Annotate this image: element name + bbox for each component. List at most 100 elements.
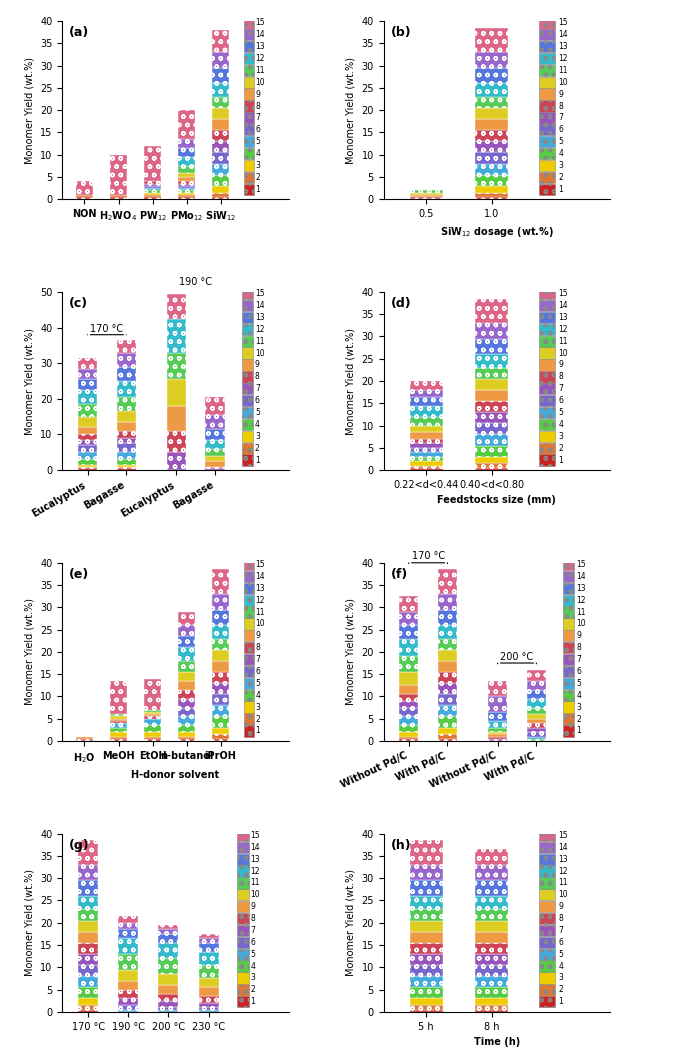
FancyBboxPatch shape [237, 901, 249, 913]
Bar [212, 97, 229, 108]
Text: 5: 5 [251, 950, 256, 959]
Bar [78, 998, 98, 1006]
Text: (h): (h) [390, 839, 411, 852]
Bar [167, 318, 186, 352]
Bar [78, 460, 97, 465]
Bar [78, 465, 97, 467]
Bar [475, 97, 508, 108]
FancyBboxPatch shape [245, 17, 254, 28]
Text: 200 °C: 200 °C [500, 651, 534, 662]
FancyBboxPatch shape [245, 148, 254, 159]
FancyBboxPatch shape [245, 160, 254, 171]
FancyBboxPatch shape [237, 949, 249, 960]
X-axis label: Feedstocks size (mm): Feedstocks size (mm) [437, 495, 556, 506]
Bar [212, 193, 229, 197]
Bar [212, 609, 229, 625]
Text: 14: 14 [559, 843, 568, 852]
FancyBboxPatch shape [563, 630, 574, 642]
FancyBboxPatch shape [539, 113, 555, 123]
FancyBboxPatch shape [539, 842, 555, 853]
Bar [159, 942, 179, 958]
Bar [410, 920, 443, 932]
Text: 15: 15 [559, 289, 568, 298]
Bar [167, 352, 186, 379]
Text: (g): (g) [69, 839, 90, 852]
Text: 5: 5 [559, 950, 563, 959]
Bar [527, 727, 546, 733]
Bar [78, 942, 98, 954]
FancyBboxPatch shape [539, 17, 555, 28]
Text: 2: 2 [559, 985, 563, 994]
Bar [205, 429, 225, 440]
FancyBboxPatch shape [237, 865, 249, 877]
Text: 7: 7 [576, 656, 581, 664]
Text: 8: 8 [559, 372, 563, 382]
Bar [178, 733, 195, 737]
Bar [475, 131, 508, 141]
Bar [205, 449, 225, 456]
FancyBboxPatch shape [245, 100, 254, 112]
Text: 14: 14 [559, 31, 568, 39]
Bar [212, 131, 229, 141]
Bar [212, 108, 229, 119]
Bar [78, 468, 97, 470]
Bar [144, 679, 161, 709]
Text: 15: 15 [559, 18, 568, 27]
Text: 15: 15 [576, 560, 586, 569]
FancyBboxPatch shape [237, 913, 249, 924]
Bar [488, 737, 507, 739]
Bar [159, 985, 179, 994]
Text: 13: 13 [559, 313, 568, 321]
Text: 4: 4 [576, 690, 581, 700]
Bar [167, 379, 186, 406]
Text: 12: 12 [255, 325, 265, 334]
Bar [119, 1006, 139, 1010]
Y-axis label: Monomer Yield (wt.%): Monomer Yield (wt.%) [346, 599, 356, 705]
Bar [144, 713, 161, 715]
Bar [475, 338, 508, 354]
Bar [116, 452, 136, 460]
Bar [110, 715, 127, 717]
FancyBboxPatch shape [539, 183, 555, 195]
Bar [178, 647, 195, 661]
Bar [399, 725, 419, 733]
Y-axis label: Monomer Yield (wt.%): Monomer Yield (wt.%) [24, 57, 35, 163]
Bar [178, 157, 195, 165]
Bar [410, 1006, 443, 1010]
Bar [410, 896, 443, 910]
Bar [78, 379, 97, 390]
Bar [144, 183, 161, 186]
FancyBboxPatch shape [539, 335, 555, 347]
Text: 7: 7 [256, 114, 261, 122]
Bar [116, 340, 136, 352]
Bar [78, 467, 97, 468]
FancyBboxPatch shape [245, 113, 254, 123]
Text: 13: 13 [256, 42, 265, 52]
Text: 2: 2 [576, 715, 581, 723]
Bar [410, 932, 443, 942]
FancyBboxPatch shape [539, 924, 555, 936]
Bar [178, 689, 195, 699]
Bar [178, 183, 195, 186]
Bar [475, 954, 508, 965]
Bar [144, 188, 161, 191]
Bar [212, 739, 229, 741]
FancyBboxPatch shape [563, 606, 574, 618]
Bar [527, 715, 546, 719]
FancyBboxPatch shape [245, 559, 254, 570]
FancyBboxPatch shape [245, 583, 254, 594]
Text: 11: 11 [559, 336, 568, 346]
Bar [475, 153, 508, 163]
Text: 11: 11 [256, 607, 265, 617]
Bar [475, 298, 508, 324]
FancyBboxPatch shape [242, 312, 253, 324]
FancyBboxPatch shape [563, 702, 574, 713]
Bar [144, 709, 161, 713]
Bar [410, 865, 443, 880]
FancyBboxPatch shape [539, 431, 555, 442]
Bar [78, 920, 98, 932]
Bar [78, 416, 97, 427]
Bar [78, 445, 97, 452]
Bar [488, 727, 507, 733]
FancyBboxPatch shape [237, 984, 249, 996]
